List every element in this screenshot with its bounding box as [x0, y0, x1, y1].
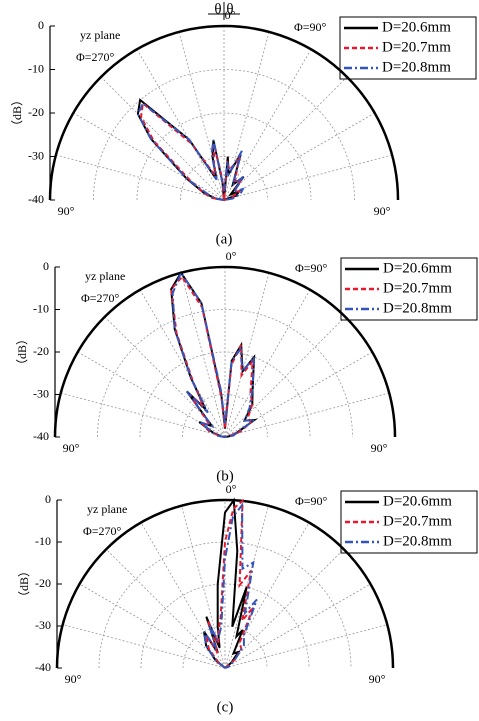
outer-arc	[53, 265, 397, 438]
grid-spoke	[223, 31, 270, 201]
r-tick-label: -30	[33, 386, 49, 400]
pattern-line	[170, 275, 254, 438]
grid-spoke	[100, 76, 225, 201]
grid-circle	[136, 112, 312, 201]
theta-tick-label: 90°	[58, 204, 75, 218]
theta-tick-label: 90°	[374, 204, 391, 218]
plane-label: yz plane	[87, 502, 127, 516]
grid-spoke	[105, 548, 226, 669]
r-tick-label: -20	[33, 344, 49, 358]
r-tick-label: -40	[35, 660, 51, 674]
grid-circle	[180, 156, 268, 201]
polar-panel: 0 -10 -20 -30 -40 0° 90° 90° D=20.6mm D=20.7mm D=2…	[17, 482, 478, 715]
r-tick-label: -20	[35, 576, 51, 590]
r-tick-label: -10	[33, 301, 49, 315]
legend-box	[340, 257, 478, 321]
pattern-line	[136, 101, 245, 201]
r-tick-label: 0	[43, 259, 49, 273]
grid-spoke	[136, 49, 225, 201]
outer-arc	[48, 24, 400, 201]
caption: (a)	[216, 231, 233, 247]
outer-arc	[55, 498, 395, 669]
r-tick-label: 0	[38, 18, 44, 32]
legend-label: D=20.6mm	[383, 493, 452, 509]
grid-spoke	[224, 392, 390, 438]
r-axis-title: （dB）	[10, 94, 24, 132]
r-tick-label: -30	[35, 618, 51, 632]
r-tick-label: -10	[35, 534, 51, 548]
grid-circle	[93, 69, 355, 201]
legend-label: D=20.7mm	[382, 39, 451, 55]
theta-arrow-label: θ	[226, 1, 233, 17]
theta-tick-label: 0°	[226, 249, 237, 263]
left-label: Φ=270°	[81, 291, 120, 305]
r-tick-label: -10	[28, 61, 44, 75]
grid-spoke	[178, 31, 225, 201]
legend-label: D=20.8mm	[382, 59, 451, 75]
right-label: Φ=90°	[294, 20, 327, 34]
legend-box	[339, 16, 477, 80]
grid-spoke	[180, 272, 226, 438]
grid-circle	[98, 541, 352, 669]
r-tick-label: -30	[28, 148, 44, 162]
grid-spoke	[224, 624, 388, 669]
pattern-line	[136, 98, 245, 201]
r-tick-label: -40	[28, 192, 44, 206]
pattern-line	[171, 270, 258, 438]
plane-label: yz plane	[80, 28, 120, 42]
theta-arrow-label: θ	[214, 1, 221, 17]
grid-spoke	[55, 154, 225, 201]
legend-label: D=20.7mm	[383, 280, 452, 296]
grid-circle	[140, 583, 310, 669]
legend-label: D=20.8mm	[383, 533, 452, 549]
theta-tick-label: 0°	[225, 8, 236, 22]
theta-tick-label: 0°	[226, 482, 237, 496]
grid-spoke	[73, 112, 225, 201]
legend-box	[340, 490, 478, 554]
right-label: Φ=90°	[295, 261, 328, 275]
grid-spoke	[223, 112, 375, 201]
pattern-line	[139, 101, 243, 201]
right-label: Φ=90°	[295, 494, 328, 508]
grid-spoke	[224, 289, 311, 438]
left-label: Φ=270°	[76, 50, 115, 64]
left-label: Φ=270°	[83, 524, 122, 538]
grid-spoke	[224, 583, 371, 669]
grid-spoke	[224, 316, 346, 438]
grid-spoke	[79, 583, 226, 669]
theta-tick-label: 90°	[369, 672, 386, 686]
grid-spoke	[139, 289, 226, 438]
r-tick-label: 0	[45, 492, 51, 506]
grid-spoke	[60, 392, 226, 438]
caption: (c)	[217, 699, 234, 715]
theta-tick-label: 90°	[371, 441, 388, 455]
grid-spoke	[223, 49, 312, 201]
theta-tick-label: 90°	[63, 441, 80, 455]
r-axis-title: （dB）	[15, 333, 29, 371]
r-tick-label: -40	[33, 429, 49, 443]
pattern-line	[203, 502, 258, 669]
legend-label: D=20.7mm	[383, 513, 452, 529]
grid-circle	[97, 309, 353, 438]
legend-label: D=20.6mm	[382, 19, 451, 35]
polar-panel: 0 -10 -20 -30 -40 0° 90° 90° D=20.6mm D=20.7mm D=2…	[15, 249, 478, 484]
grid-spoke	[224, 522, 310, 669]
theta-tick-label: 90°	[65, 672, 82, 686]
grid-spoke	[224, 272, 270, 438]
plane-label: yz plane	[85, 269, 125, 283]
grid-spoke	[62, 624, 226, 669]
grid-spoke	[224, 548, 345, 669]
grid-spoke	[223, 154, 393, 201]
caption: (b)	[216, 468, 234, 484]
r-tick-label: -20	[28, 105, 44, 119]
r-axis-title: （dB）	[17, 565, 31, 603]
theta-arrow	[208, 2, 240, 20]
grid-spoke	[223, 76, 348, 201]
polar-panel: 0 -10 -20 -30 -40 0° 90° 90° D=20.6mm D=20.7mm D=2…	[10, 1, 477, 247]
legend-label: D=20.6mm	[383, 260, 452, 276]
legend-label: D=20.8mm	[383, 300, 452, 316]
